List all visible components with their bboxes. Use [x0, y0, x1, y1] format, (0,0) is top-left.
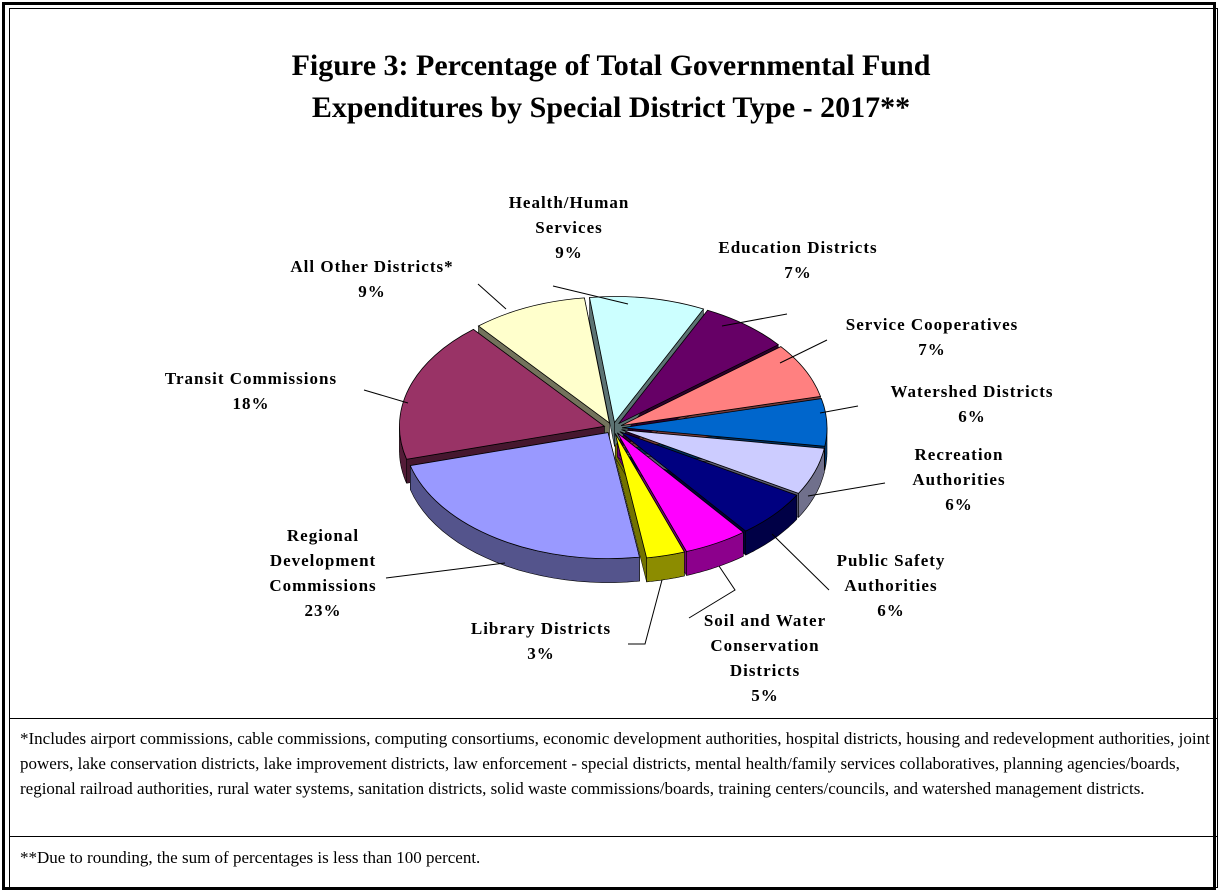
leader-line-1: [721, 313, 788, 327]
slice-label-line: Education Districts: [718, 238, 877, 257]
leader-line-2: [779, 339, 828, 364]
slice-label-line: Transit Commissions: [165, 369, 337, 388]
slice-percent: 7%: [918, 340, 946, 359]
slice-labels: Health/Human Services 9% Education District…: [165, 193, 1053, 705]
leader-lines: [363, 283, 886, 645]
slice-recreation-authorities: [621, 429, 825, 494]
slice-percent: 23%: [305, 601, 342, 620]
slice-percent: 6%: [958, 407, 986, 426]
slice-label-line: Commissions: [269, 576, 376, 595]
separator-top: [10, 718, 1217, 719]
slice-label: Service Cooperatives 7%: [846, 315, 1018, 359]
slice-label: All Other Districts* 9%: [290, 257, 453, 301]
slice-label-line: Authorities: [844, 576, 937, 595]
slice-label: Regional Development Commissions 23%: [269, 526, 376, 620]
slice-all-other-districts: [477, 297, 610, 424]
slice-label-line: Watershed Districts: [890, 382, 1053, 401]
slice-percent: 7%: [784, 263, 812, 282]
slice-label-line: Districts: [730, 661, 800, 680]
footnote-includes: *Includes airport commissions, cable com…: [20, 729, 1210, 798]
separator-bottom: [10, 836, 1217, 837]
slice-percent: 9%: [358, 282, 386, 301]
slice-service-cooperatives: [620, 346, 822, 426]
leader-line-0: [552, 285, 629, 305]
slice-library-districts: [614, 433, 686, 559]
slice-label-line: Development: [270, 551, 376, 570]
leader-line-6: [688, 565, 736, 619]
slice-label: Library Districts 3%: [471, 619, 611, 663]
slice-label-line: Library Districts: [471, 619, 611, 638]
slice-label: Public Safety Authorities 6%: [837, 551, 946, 620]
slice-label: Watershed Districts 6%: [890, 382, 1053, 426]
slice-label-line: All Other Districts*: [290, 257, 453, 276]
chart-title-line-1: Figure 3: Percentage of Total Government…: [291, 49, 931, 82]
slice-percent: 6%: [877, 601, 905, 620]
slice-education-districts: [618, 309, 780, 425]
slice-label: Recreation Authorities 6%: [912, 445, 1005, 514]
leader-line-7: [628, 579, 663, 645]
chart-title-line-2: Expenditures by Special District Type - …: [311, 91, 911, 124]
slice-label-line: Services: [535, 218, 602, 237]
pie-tops: [399, 296, 828, 559]
slice-label-line: Regional: [287, 526, 359, 545]
leader-line-5: [771, 533, 830, 591]
slice-label-line: Soil and Water: [704, 611, 826, 630]
slice-label: Transit Commissions 18%: [165, 369, 337, 413]
slice-label-line: Conservation: [710, 636, 819, 655]
slice-percent: 6%: [945, 495, 973, 514]
slice-label: Soil and Water Conservation Districts 5%: [704, 611, 826, 705]
leader-line-3: [819, 405, 859, 414]
slice-label-line: Public Safety: [837, 551, 946, 570]
slice-transit-commissions: [399, 328, 606, 460]
slice-label: Education Districts 7%: [718, 238, 877, 282]
slice-percent: 3%: [527, 644, 555, 663]
slice-percent: 5%: [751, 686, 779, 705]
leader-line-4: [807, 482, 886, 497]
leader-line-10: [477, 283, 507, 310]
slice-soil-and-water-conservation-districts: [616, 432, 745, 552]
slice-health-human-services: [589, 296, 705, 424]
slice-label-line: Health/Human: [509, 193, 630, 212]
inner-border: [9, 8, 1218, 888]
leader-line-8: [385, 562, 506, 579]
slice-percent: 18%: [233, 394, 270, 413]
footnote-rounding: **Due to rounding, the sum of percentage…: [20, 848, 481, 867]
slice-regional-development-commissions: [409, 432, 641, 559]
slice-label: Health/Human Services 9%: [509, 193, 630, 262]
slice-watershed-districts: [621, 398, 828, 447]
slice-percent: 9%: [555, 243, 583, 262]
slice-public-safety-authorities: [619, 431, 798, 532]
leader-line-9: [363, 389, 409, 404]
slice-label-line: Service Cooperatives: [846, 315, 1018, 334]
slice-label-line: Recreation: [915, 445, 1004, 464]
slice-label-line: Authorities: [912, 470, 1005, 489]
